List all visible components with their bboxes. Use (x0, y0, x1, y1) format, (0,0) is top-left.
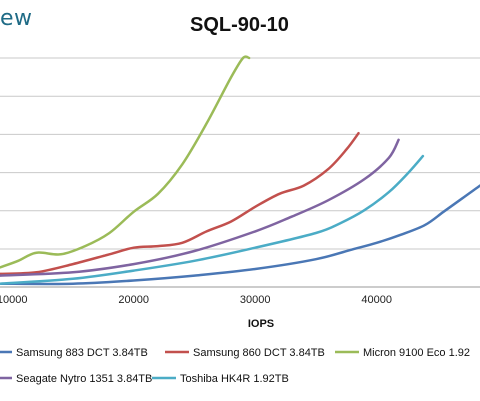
x-tick-label: 30000 (240, 294, 271, 306)
x-tick-label: 20000 (118, 294, 149, 306)
x-axis-title: IOPS (248, 318, 274, 330)
x-tick-label: 40000 (361, 294, 392, 306)
legend-label-4: Seagate Nytro 1351 3.84TB (16, 373, 152, 385)
series-lines (0, 55, 480, 286)
series-line-4 (0, 138, 400, 277)
legend-label-1: Samsung 883 DCT 3.84TB (16, 347, 148, 359)
legend-label-3: Micron 9100 Eco 1.92 (363, 347, 470, 359)
series-line-2 (0, 131, 360, 276)
site-logo: ew (0, 6, 33, 31)
series-line-5 (0, 154, 425, 285)
legend-label-2: Samsung 860 DCT 3.84TB (193, 347, 325, 359)
chart-title: SQL-90-10 (190, 14, 289, 36)
series-line-1 (0, 184, 480, 286)
series-line-3 (0, 55, 251, 269)
legend: Samsung 883 DCT 3.84TB Samsung 860 DCT 3.… (0, 347, 470, 385)
legend-label-5: Toshiba HK4R 1.92TB (180, 373, 289, 385)
